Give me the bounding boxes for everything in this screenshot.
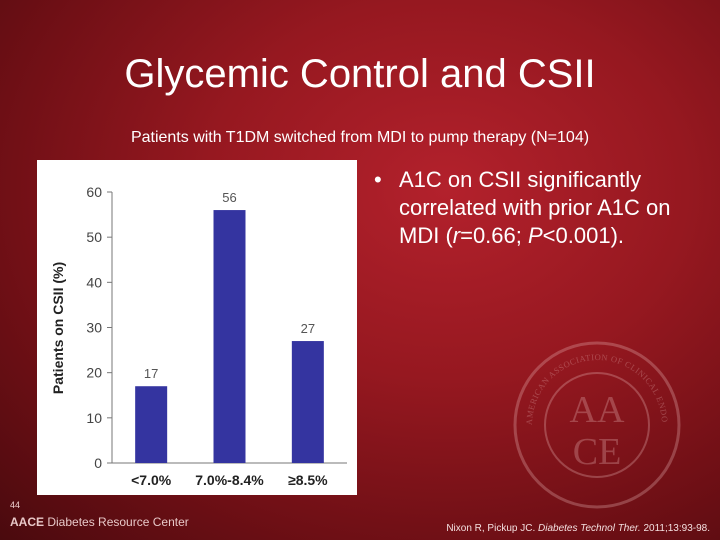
y-tick-label: 20: [86, 365, 102, 381]
bar: [213, 210, 246, 463]
y-tick-label: 60: [86, 184, 102, 200]
seal-monogram-bottom: CE: [573, 431, 622, 473]
aace-seal-logo: AMERICAN ASSOCIATION OF CLINICAL ENDOCRI…: [512, 340, 681, 509]
y-tick-label: 30: [86, 320, 102, 336]
y-tick-label: 50: [86, 229, 102, 245]
p-symbol: P: [527, 223, 543, 248]
x-tick-label: <7.0%: [131, 472, 172, 488]
brand-strong: AACE: [10, 515, 45, 529]
bullet-point: • A1C on CSII significantly correlated w…: [374, 166, 694, 250]
citation-authors: Nixon R, Pickup JC.: [446, 523, 539, 534]
r-symbol: r: [452, 223, 461, 248]
x-tick-label: ≥8.5%: [288, 472, 328, 488]
slide-subtitle: Patients with T1DM switched from MDI to …: [130, 129, 590, 146]
citation-rest: 2011;13:93-98.: [640, 523, 710, 534]
y-axis-title: Patients on CSII (%): [50, 262, 66, 394]
bullet-text-part: =0.66;: [460, 223, 528, 248]
bar-data-label: 56: [222, 190, 236, 205]
bar-data-label: 17: [144, 366, 158, 381]
bullet-text-part: <0.001).: [542, 223, 625, 248]
brand-footer: AACE Diabetes Resource Center: [10, 515, 189, 529]
brand-rest: Diabetes Resource Center: [44, 515, 189, 529]
bar: [135, 386, 168, 463]
y-tick-label: 0: [94, 455, 102, 471]
chart-panel: Patients on CSII (%) 0 10 20 30 40 50 60 17 <7.0…: [37, 160, 357, 495]
citation: Nixon R, Pickup JC. Diabetes Technol The…: [446, 523, 710, 534]
y-tick-label: 10: [86, 410, 102, 426]
bar-data-label: 27: [301, 321, 315, 336]
slide-number: 44: [10, 500, 21, 510]
bullet-marker: •: [374, 167, 382, 192]
seal-monogram-top: AA: [570, 389, 625, 431]
bar: [291, 341, 324, 463]
bullet-text: A1C on CSII significantly correlated wit…: [399, 166, 694, 250]
slide-title: Glycemic Control and CSII: [124, 52, 596, 96]
bullet-text-part: A1C on CSII significantly correlated wit…: [399, 167, 671, 248]
citation-journal: Diabetes Technol Ther.: [538, 523, 641, 534]
y-tick-label: 40: [86, 274, 102, 290]
x-tick-label: 7.0%-8.4%: [195, 472, 264, 488]
bar-chart: Patients on CSII (%) 0 10 20 30 40 50 60 17 <7.0…: [50, 184, 347, 488]
